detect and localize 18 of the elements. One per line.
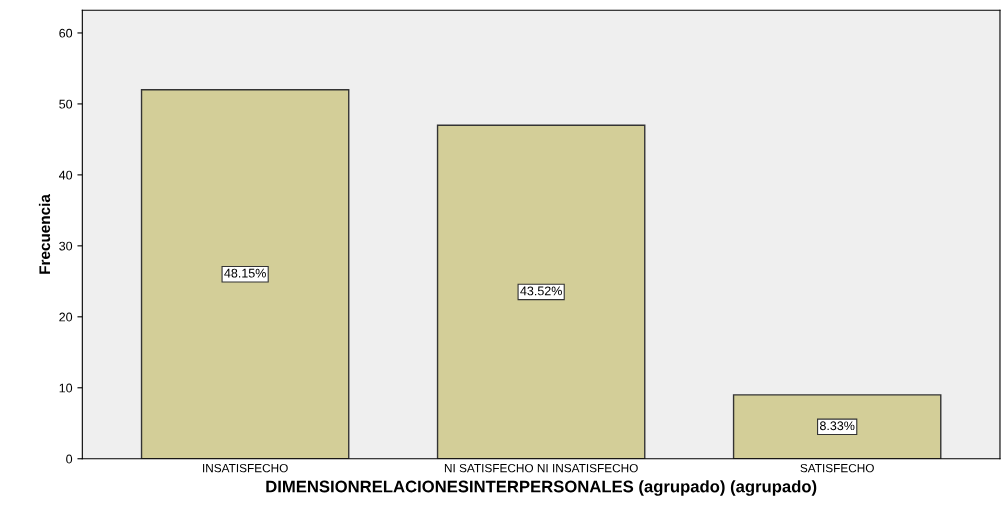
annotation: 8.33% — [820, 421, 855, 431]
y-tick-label: 40 — [58, 170, 73, 180]
x-tick-label: INSATISFECHO — [203, 463, 288, 473]
bar — [436, 124, 646, 459]
bar — [732, 394, 942, 459]
annotation: 43.52% — [520, 286, 562, 296]
y-tick-label: 60 — [59, 28, 73, 38]
x-tick-label: NI SATISFECHO NI INSATISFECHO — [444, 463, 638, 473]
annotation: 48.15% — [224, 268, 266, 278]
y-axis-title: Frecuencia — [38, 194, 51, 274]
x-tick-label: SATISFECHO — [800, 463, 874, 473]
x-axis-title: DIMENSIONRELACIONESINTERPERSONALES (agrupado) (agrupado) — [266, 480, 817, 496]
bar — [140, 89, 350, 459]
y-tick-label: 50 — [59, 99, 73, 109]
y-tick-label: 10 — [59, 383, 73, 393]
y-tick-label: 20 — [59, 312, 73, 322]
y-tick-label: 0 — [66, 454, 73, 464]
y-tick-label: 30 — [59, 241, 73, 251]
